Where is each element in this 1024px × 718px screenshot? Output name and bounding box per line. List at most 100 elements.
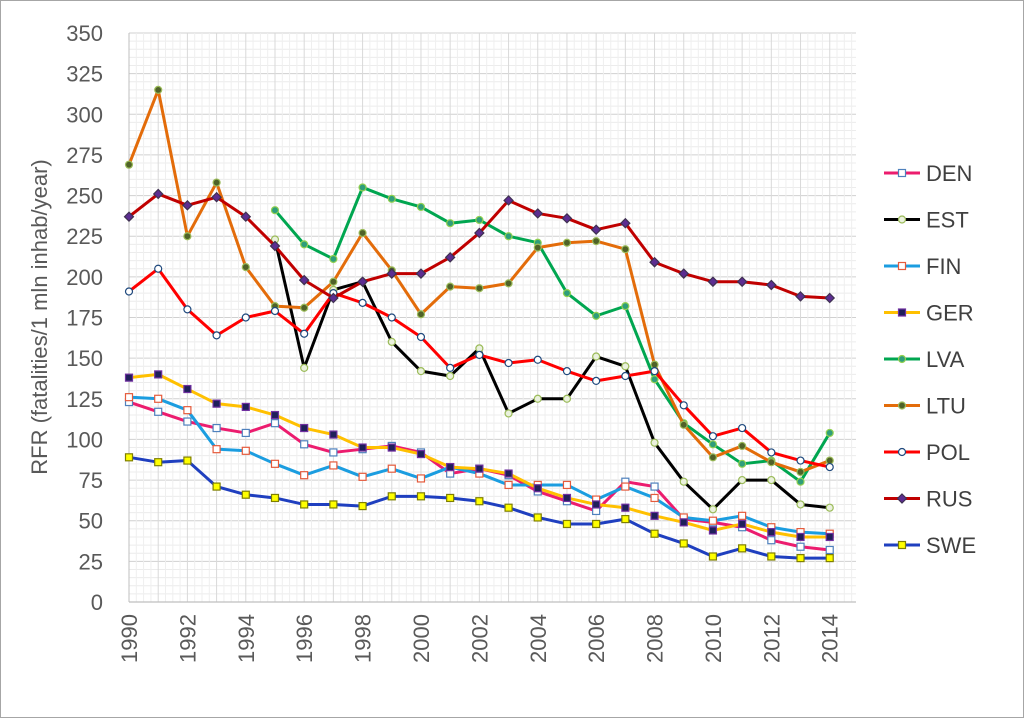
data-point-lva [446,219,455,228]
data-point-ger [124,373,134,382]
y-tick-label: 250 [66,184,103,209]
data-point-ger [241,402,250,412]
data-point-ltu [533,243,542,252]
data-point-ger [621,503,630,512]
legend-marker-fin [897,261,907,271]
data-point-ger [387,443,396,452]
data-point-rus [152,188,164,200]
axes [128,33,856,603]
data-point-pol [300,329,309,338]
legend-label-ltu: LTU [926,394,966,419]
legend-label-fin: FIN [926,254,961,279]
legend-marker-pol [897,447,907,457]
series-line-lva [273,185,832,484]
data-point-rus [824,292,836,304]
x-tick-label: 1998 [351,614,376,663]
data-point-pol [183,305,192,314]
data-point-fin [183,406,192,415]
data-point-lva [300,240,309,249]
data-point-ger [212,399,221,408]
y-tick-label: 350 [66,21,103,46]
data-point-lva [358,183,367,192]
data-point-swe [446,493,455,503]
series-ger [124,370,834,542]
data-point-rus [474,227,485,239]
data-point-ltu [796,467,805,477]
legend-label-pol: POL [926,440,970,465]
data-point-fin [708,516,718,525]
tick-labels: 0 25 50 75 100 125 150 175 200 225 250 275 300 325 350… [66,21,842,663]
data-point-ger [562,493,572,503]
data-point-ltu [592,236,601,246]
legend-marker-swe [897,540,907,550]
data-point-rus [182,199,193,211]
data-point-pol [796,456,805,465]
data-point-ger [825,532,834,542]
data-point-rus [386,268,398,279]
data-point-lva [504,232,513,241]
data-point-den [300,440,309,449]
data-point-rus [590,224,602,236]
x-tick-label: 1996 [292,614,317,663]
x-tick-label: 1994 [234,614,259,663]
data-point-est [650,438,659,447]
x-tick-label: 2000 [409,614,434,663]
series-est [270,235,834,514]
data-point-ger [796,532,805,542]
data-point-fin [270,459,280,468]
data-point-ger [270,410,280,420]
data-point-ltu [241,263,250,272]
data-point-pol [241,313,250,322]
legend-item-lva: LVA [884,347,965,372]
data-point-ger [475,464,484,473]
data-point-lva [562,289,572,298]
data-point-est [387,337,396,346]
data-point-swe [767,552,776,561]
data-point-swe [300,500,309,509]
series-group [123,85,836,563]
data-point-rus [707,276,719,288]
data-point-lva [738,459,747,468]
data-point-swe [475,497,484,506]
legend-label-rus: RUS [926,487,972,512]
data-point-est [533,394,542,403]
data-point-swe [416,492,426,501]
y-tick-label: 0 [91,590,103,615]
data-point-fin [738,511,747,520]
y-tick-label: 275 [66,143,103,168]
data-point-ltu [446,282,455,291]
data-point-pol [270,306,280,316]
data-point-ger [767,527,776,537]
data-point-lva [796,477,805,486]
data-point-ltu [738,441,747,451]
data-point-ltu [679,420,688,429]
data-point-est [592,352,601,361]
y-tick-label: 100 [66,427,103,452]
data-point-swe [329,500,338,509]
data-point-pol [475,350,484,359]
data-point-est [738,475,747,485]
data-point-rus [357,276,368,288]
legend-marker-ger [897,308,907,317]
data-point-rus [678,268,690,279]
data-point-ltu [475,284,484,293]
data-point-rus [328,292,339,304]
x-tick-label: 1992 [175,614,200,663]
y-axis-title: RFR (fatalities/1 mln inhab/year) [27,159,52,474]
data-point-swe [358,501,367,511]
data-point-swe [504,503,513,512]
data-point-pol [650,367,659,376]
data-point-rus [736,276,748,288]
data-point-fin [124,393,134,402]
data-point-ltu [212,178,221,187]
data-point-rus [561,212,573,224]
data-point-ger [679,518,688,527]
x-tick-label: 2014 [818,614,843,663]
data-point-ger [504,469,513,478]
data-point-rus [795,291,806,302]
legend-marker-lva [897,354,907,364]
data-point-pol [738,423,747,433]
data-point-ger [533,484,542,493]
x-tick-label: 2002 [467,614,492,663]
data-point-lva [825,428,834,438]
